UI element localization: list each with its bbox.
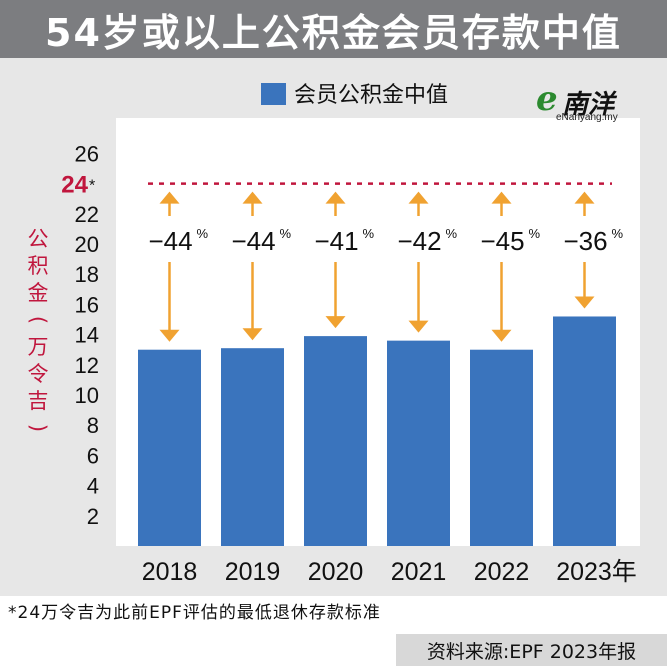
logo-mark: e xyxy=(536,79,558,119)
bar xyxy=(387,340,450,546)
y-tick-label: 8 xyxy=(87,413,99,438)
bar xyxy=(470,349,533,546)
plot-area xyxy=(116,118,640,546)
x-tick-label: 2020 xyxy=(308,558,364,586)
y-axis-label-char: 万 xyxy=(28,335,49,359)
bar xyxy=(304,336,367,546)
data-label-unit: % xyxy=(197,226,209,241)
y-tick-label: 6 xyxy=(87,443,99,468)
y-axis-label-char: ( xyxy=(26,316,50,324)
arrow-head-up xyxy=(325,191,346,204)
y-axis-label-char: ) xyxy=(26,424,50,432)
arrow-head-down xyxy=(574,296,595,309)
legend-label: 会员公积金中值 xyxy=(294,83,448,108)
y-tick-label: 4 xyxy=(87,474,99,499)
y-tick-label: 2 xyxy=(87,504,99,529)
data-label: −44 xyxy=(148,226,192,256)
y-tick-label: 20 xyxy=(75,232,99,257)
data-label: −41 xyxy=(314,226,358,256)
y-tick-label: 14 xyxy=(75,323,99,348)
y-axis-label-char: 令 xyxy=(28,362,49,386)
y-axis-label-char: 吉 xyxy=(28,389,49,413)
arrow-head-down xyxy=(242,328,263,341)
arrow-head-up xyxy=(159,191,180,204)
logo-url: eNanyang.my xyxy=(556,112,618,123)
x-tick-label: 2022 xyxy=(474,558,530,586)
y-tick-label: 22 xyxy=(75,202,99,227)
arrow-head-up xyxy=(491,191,512,204)
arrow-head-up xyxy=(242,191,263,204)
data-label-unit: % xyxy=(363,226,375,241)
bar xyxy=(221,348,284,546)
threshold-asterisk: * xyxy=(89,178,95,195)
arrow-head-down xyxy=(491,329,512,342)
data-label-unit: % xyxy=(612,226,624,241)
x-tick-label: 2019 xyxy=(225,558,281,586)
data-label-unit: % xyxy=(529,226,541,241)
x-tick-label: 2023年 xyxy=(556,558,637,586)
legend-swatch xyxy=(261,83,286,105)
enanyang-logo: e 南洋 eNanyang.my xyxy=(536,82,646,126)
data-label: −36 xyxy=(563,226,607,256)
arrow-head-down xyxy=(408,320,429,333)
y-tick-label: 18 xyxy=(75,262,99,287)
y-tick-label: 10 xyxy=(75,383,99,408)
bar xyxy=(138,349,201,546)
y-tick-label: 26 xyxy=(75,141,99,166)
arrow-head-up xyxy=(574,191,595,204)
y-tick-label: 16 xyxy=(75,292,99,317)
y-axis-label-char: 公 xyxy=(28,227,49,251)
x-tick-label: 2021 xyxy=(391,558,447,586)
source-note: 资料来源:EPF 2023年报 xyxy=(396,634,667,666)
data-label: −42 xyxy=(397,226,441,256)
y-tick-label: 12 xyxy=(75,353,99,378)
y-axis-label-char: 积 xyxy=(28,254,49,278)
arrow-head-down xyxy=(325,316,346,329)
threshold-tick-label: 24 xyxy=(61,172,88,199)
data-label: −45 xyxy=(480,226,524,256)
page-title: 54岁或以上公积金会员存款中值 xyxy=(0,0,667,58)
logo-name: 南洋 xyxy=(562,90,615,120)
footnote: *24万令吉为此前EPF评估的最低退休存款标准 xyxy=(8,603,381,623)
y-axis-label-char: 金 xyxy=(28,281,49,305)
x-tick-label: 2018 xyxy=(142,558,198,586)
bar xyxy=(553,316,616,546)
arrow-head-up xyxy=(408,191,429,204)
data-label-unit: % xyxy=(280,226,292,241)
data-label: −44 xyxy=(231,226,275,256)
arrow-head-down xyxy=(159,329,180,342)
data-label-unit: % xyxy=(446,226,458,241)
